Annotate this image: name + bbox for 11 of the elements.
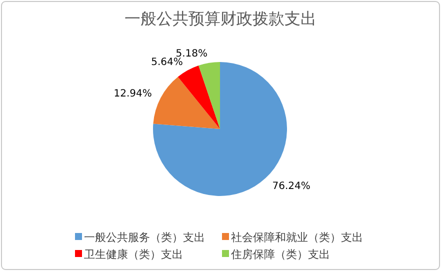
data-label: 5.64%: [151, 57, 183, 68]
chart-title: 一般公共预算财政拨款支出: [124, 9, 316, 28]
legend-label: 住房保障（类）支出: [231, 248, 330, 261]
pie-slice: [153, 76, 220, 129]
legend-label: 一般公共服务（类）支出: [84, 230, 205, 244]
data-label: 12.94%: [114, 88, 152, 100]
legend-label: 社会保障和就业（类）支出: [231, 230, 363, 244]
legend-label: 卫生健康（类）支出: [84, 248, 183, 261]
data-label: 76.24%: [272, 181, 310, 192]
pie-slice: [178, 66, 220, 129]
pie-slice: [198, 62, 220, 129]
